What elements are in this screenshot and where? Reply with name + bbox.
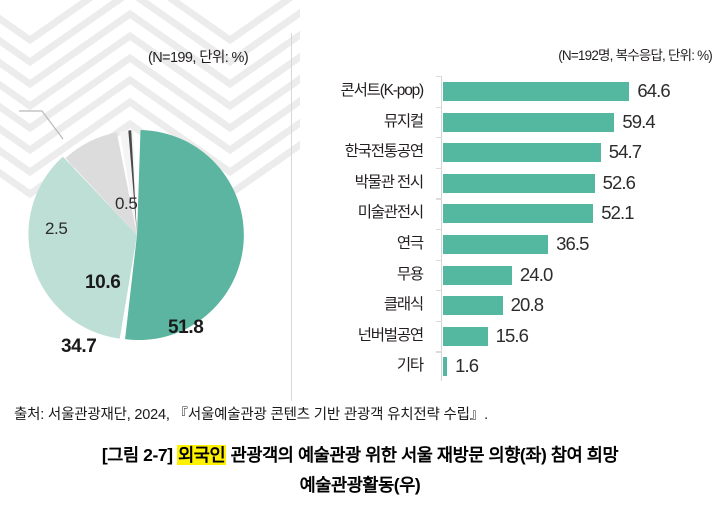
bar-segment bbox=[442, 173, 595, 193]
bar-category-label: 기타 bbox=[396, 357, 424, 375]
bar-category-label: 넌버벌공연 bbox=[357, 326, 425, 344]
bar-chart-row: 무용 24.0 bbox=[291, 259, 720, 291]
pie-leader-line-0-5 bbox=[19, 110, 64, 140]
pie-slice-2-5 bbox=[119, 130, 137, 235]
bar-segment bbox=[442, 204, 594, 224]
source-line: 출처: 서울관광재단, 2024, 『서울예술관광 콘텐츠 기반 관광객 유치전… bbox=[14, 407, 488, 423]
bar-axis-tick bbox=[436, 320, 442, 322]
pie-slice-51-8 bbox=[125, 130, 244, 341]
pie-slice-10-6 bbox=[65, 132, 137, 235]
right-chart-panel: (N=192명, 복수응답, 단위: %) 콘서트(K-pop) 64.6 뮤지컬 5… bbox=[291, 0, 720, 400]
bar-value-label: 52.1 bbox=[601, 202, 634, 224]
pie-chart: 51.8 34.7 10.6 2.5 0.5 bbox=[0, 95, 291, 357]
bar-segment bbox=[442, 296, 503, 316]
bar-segment bbox=[442, 326, 488, 346]
bar-chart-row: 박물관 전시 52.6 bbox=[291, 167, 720, 199]
bar-axis-tick bbox=[436, 259, 442, 261]
caption-area: 출처: 서울관광재단, 2024, 『서울예술관광 콘텐츠 기반 관광객 유치전… bbox=[0, 398, 720, 516]
bar-value-label: 20.8 bbox=[510, 294, 544, 316]
bar-axis-tick bbox=[436, 290, 442, 292]
bar-category-label: 한국전통공연 bbox=[344, 143, 425, 161]
bar-segment bbox=[442, 265, 512, 285]
pie-slice-0-5 bbox=[128, 130, 137, 235]
bar-axis-tick bbox=[436, 198, 442, 200]
bar-chart-row: 콘서트(K-pop) 64.6 bbox=[291, 76, 720, 107]
bar-category-label: 연극 bbox=[396, 235, 424, 252]
bar-category-label: 뮤지컬 bbox=[383, 112, 424, 130]
left-chart-note: (N=199, 단위: %) bbox=[148, 50, 249, 66]
bar-category-label: 박물관 전시 bbox=[354, 173, 425, 191]
pie-chart-svg bbox=[19, 110, 244, 341]
bar-chart-row: 기타 1.6 bbox=[291, 351, 720, 382]
bar-segment bbox=[442, 112, 615, 132]
bar-axis-tick bbox=[436, 76, 442, 78]
bar-axis-tick bbox=[436, 167, 442, 169]
bar-segment bbox=[442, 143, 601, 163]
pie-label-51-8: 51.8 bbox=[168, 317, 204, 338]
bar-value-label: 59.4 bbox=[622, 110, 655, 132]
bar-value-label: 1.6 bbox=[455, 355, 479, 377]
figure-title-highlight: 외국인 bbox=[177, 445, 227, 465]
figure-title: [그림 2-7] 외국인 관광객의 예술관광 위한 서울 재방문 의향(좌) 참… bbox=[0, 440, 720, 500]
pie-label-10-6: 10.6 bbox=[85, 272, 121, 293]
bar-chart-row: 클래식 20.8 bbox=[291, 290, 720, 321]
bar-value-label: 64.6 bbox=[637, 80, 670, 101]
panel-divider bbox=[291, 33, 292, 401]
bar-chart-row: 미술관전시 52.1 bbox=[291, 198, 720, 229]
pie-label-2-5: 2.5 bbox=[45, 219, 68, 238]
pie-label-0-5: 0.5 bbox=[115, 194, 138, 213]
bar-category-label: 무용 bbox=[396, 265, 424, 283]
pie-label-34-7: 34.7 bbox=[61, 336, 97, 357]
bar-value-label: 15.6 bbox=[495, 324, 529, 346]
right-chart-note: (N=192명, 복수응답, 단위: %) bbox=[558, 48, 713, 63]
figure-title-rest: 관광객의 예술관광 위한 서울 재방문 의향(좌) 참여 희망 bbox=[226, 445, 619, 465]
bar-chart-row: 연극 36.5 bbox=[291, 229, 720, 260]
bar-axis-tick bbox=[436, 137, 442, 139]
bar-category-label: 콘서트(K-pop) bbox=[340, 82, 425, 99]
pie-slice-34-7 bbox=[28, 156, 137, 339]
bar-axis-tick bbox=[436, 229, 442, 231]
bar-chart-row: 뮤지컬 59.4 bbox=[291, 106, 720, 138]
bar-axis-tick bbox=[436, 351, 442, 353]
bar-value-label: 54.7 bbox=[608, 141, 642, 163]
bar-category-label: 클래식 bbox=[383, 296, 424, 314]
bar-chart-row: 한국전통공연 54.7 bbox=[291, 137, 720, 168]
bar-chart: 콘서트(K-pop) 64.6 뮤지컬 59.4 한국전통공연 54.7 박물관 전시 52.… bbox=[291, 76, 720, 386]
figure-title-line2: 예술관광활동(우) bbox=[299, 475, 421, 495]
bar-chart-axis bbox=[441, 76, 443, 381]
bar-category-label: 미술관전시 bbox=[357, 204, 425, 222]
bar-value-label: 24.0 bbox=[519, 263, 553, 285]
bar-value-label: 36.5 bbox=[556, 233, 589, 254]
figure-title-prefix: [그림 2-7] bbox=[101, 445, 178, 465]
bar-segment bbox=[442, 82, 630, 101]
bar-value-label: 52.6 bbox=[602, 171, 636, 193]
bar-axis-tick bbox=[436, 106, 442, 108]
bar-segment bbox=[442, 357, 448, 377]
left-chart-panel: (N=199, 단위: %) 51.8 34.7 10.6 2.5 bbox=[0, 0, 291, 400]
bar-segment bbox=[442, 235, 549, 254]
bar-chart-row: 넌버벌공연 15.6 bbox=[291, 320, 720, 352]
